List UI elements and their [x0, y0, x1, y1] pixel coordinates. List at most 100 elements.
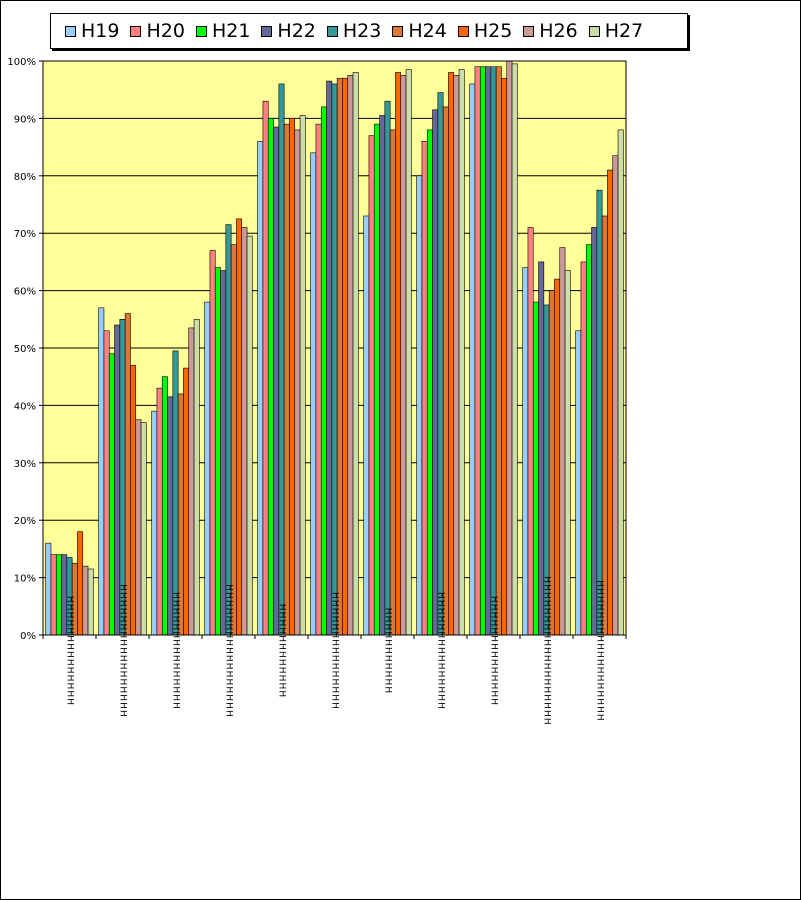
bar	[336, 77, 343, 636]
bar	[151, 410, 158, 636]
bar	[469, 83, 476, 636]
y-tick-label: 60%	[14, 287, 36, 298]
legend-label: H22	[277, 20, 316, 42]
y-tick-label: 70%	[14, 229, 36, 240]
bar	[188, 327, 195, 636]
bar	[204, 301, 211, 636]
legend-label: H21	[211, 20, 251, 42]
legend-item: H27	[588, 20, 644, 42]
bar	[575, 330, 582, 636]
x-tick-label: HHHHHHHHHHHHHHHHHHH	[542, 576, 552, 725]
bar	[363, 215, 370, 636]
legend-item: H19	[65, 20, 119, 42]
legend-swatch	[65, 25, 76, 37]
x-tick-label: HHHHHHHHHHH	[383, 608, 393, 695]
bar	[453, 75, 460, 636]
bar	[77, 531, 84, 636]
bar	[50, 554, 57, 636]
bar	[103, 330, 110, 636]
x-tick-label: HHHHHHHHHHHHHHH	[171, 592, 181, 710]
legend-label: H24	[408, 20, 447, 42]
bar	[426, 129, 433, 636]
x-tick-label: HHHHHHHHHHHHHHHHH	[118, 584, 128, 718]
bar	[299, 115, 306, 636]
x-tick-label: HHHHHHHHHHHHHHH	[330, 592, 340, 710]
bar	[437, 92, 444, 636]
bar	[326, 80, 333, 636]
bar	[273, 126, 280, 636]
y-tick-label: 20%	[14, 516, 36, 527]
x-tick-label: HHHHHHHHHHHH	[277, 604, 287, 698]
bar	[522, 267, 529, 636]
bar	[617, 129, 624, 636]
bar	[479, 66, 486, 636]
bar	[283, 123, 290, 636]
legend-swatch	[130, 25, 142, 37]
legend-label: H19	[81, 20, 120, 42]
legend-label: H27	[604, 20, 644, 42]
bar	[596, 189, 603, 636]
bar	[294, 129, 301, 636]
bar	[559, 247, 566, 636]
bar	[193, 318, 200, 636]
legend-swatch	[392, 25, 404, 37]
bar	[607, 169, 614, 636]
bar	[485, 66, 492, 636]
bar	[395, 72, 402, 636]
bar	[601, 215, 608, 636]
y-tick-label: 30%	[14, 459, 36, 470]
bar	[416, 175, 423, 636]
bar	[45, 542, 52, 636]
chart-legend: H19 H20 H21 H22 H23 H24 H25 H26 H27	[50, 13, 688, 49]
bar	[278, 83, 285, 636]
bar	[458, 69, 465, 636]
legend-label: H25	[473, 20, 513, 42]
bar	[220, 270, 227, 636]
bar	[495, 66, 502, 636]
legend-item: H22	[261, 20, 316, 42]
bar	[135, 419, 142, 636]
y-tick-label: 10%	[14, 574, 36, 585]
bar	[98, 307, 105, 636]
x-tick-label: HHHHHHHHHHHHHH	[489, 596, 499, 706]
bar	[612, 155, 619, 636]
bar	[511, 63, 518, 636]
y-tick-label: 90%	[14, 114, 36, 125]
legend-item: H26	[523, 20, 578, 42]
bar	[161, 376, 168, 636]
bar	[267, 118, 274, 636]
bar	[432, 109, 439, 636]
legend-item: H24	[392, 20, 447, 42]
y-tick-label: 80%	[14, 172, 36, 183]
bar	[501, 77, 508, 636]
legend-swatch	[326, 25, 338, 37]
bar	[87, 568, 94, 636]
bar	[183, 367, 190, 636]
bar	[379, 115, 386, 636]
bar	[156, 387, 163, 636]
bar	[554, 278, 561, 636]
legend-item: H23	[326, 20, 382, 42]
bar	[209, 250, 216, 636]
bar	[532, 301, 539, 636]
bar	[389, 129, 396, 636]
legend-label: H20	[146, 20, 185, 42]
bar	[257, 141, 264, 636]
bar	[352, 72, 359, 636]
bar	[368, 135, 375, 636]
bar	[564, 270, 571, 636]
bar	[310, 152, 317, 636]
y-tick-label: 0%	[20, 631, 36, 642]
y-tick-label: 100%	[7, 57, 36, 68]
legend-swatch	[523, 25, 535, 37]
bar	[405, 69, 412, 636]
bar	[230, 244, 237, 636]
bar	[315, 123, 322, 636]
legend-label: H23	[342, 20, 382, 42]
y-tick-label: 40%	[14, 401, 36, 412]
bar	[591, 227, 598, 636]
bar	[580, 261, 587, 636]
bar	[236, 218, 243, 636]
legend-item: H25	[457, 20, 513, 42]
